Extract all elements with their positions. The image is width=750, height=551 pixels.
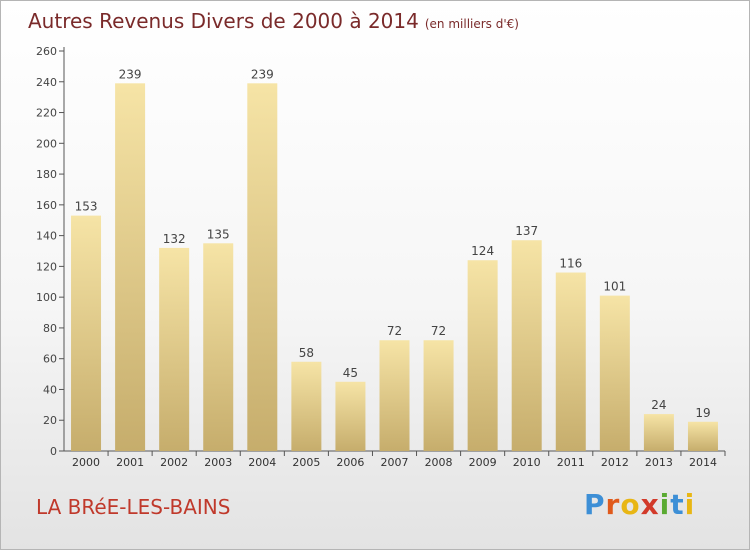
bar-2001 (115, 83, 146, 452)
x-tick-label-2005: 2005 (292, 456, 320, 469)
y-tick-label: 160 (36, 199, 57, 212)
bar-2008 (423, 340, 454, 451)
logo-letter: r (605, 488, 621, 521)
y-tick-label: 220 (36, 107, 57, 120)
data-label-2005: 58 (299, 346, 314, 360)
data-label-2010: 137 (515, 224, 538, 238)
logo-letter: i (684, 488, 696, 521)
chart-title-main: Autres Revenus Divers de 2000 à 2014 (28, 9, 419, 33)
logo-letter: i (659, 488, 671, 521)
x-tick-label-2007: 2007 (381, 456, 409, 469)
data-label-2003: 135 (207, 227, 230, 241)
data-label-2013: 24 (651, 398, 666, 412)
y-tick-label: 140 (36, 230, 57, 243)
x-tick-label-2004: 2004 (248, 456, 276, 469)
bar-2004 (247, 83, 278, 452)
bar-2011 (555, 272, 586, 451)
chart-title: Autres Revenus Divers de 2000 à 2014 (en … (28, 9, 519, 33)
logo-letter: t (670, 488, 685, 521)
x-axis: 2000 2001 2002 2003 2004 2005 2006 2007 2008 2009… (64, 450, 726, 469)
x-tick-label-2014: 2014 (689, 456, 717, 469)
y-tick-label: 240 (36, 76, 57, 89)
y-tick-label: 180 (36, 168, 57, 181)
y-tick-label: 120 (36, 260, 57, 273)
logo-letter: o (620, 488, 641, 521)
bar-2012 (599, 295, 630, 451)
x-tick-label-2002: 2002 (160, 456, 188, 469)
bar-2010 (511, 240, 542, 451)
y-tick-label: 260 (36, 45, 57, 58)
bar-2014 (687, 421, 718, 451)
x-tick-label-2013: 2013 (645, 456, 673, 469)
chart-title-unit: (en milliers d'€) (424, 17, 519, 31)
x-tick-label-2011: 2011 (557, 456, 585, 469)
data-label-2011: 116 (559, 257, 582, 271)
y-tick-label: 60 (43, 353, 57, 366)
bar-2006 (335, 381, 366, 451)
logo-letter: P (584, 488, 606, 521)
y-tick-label: 200 (36, 137, 57, 150)
location-name: LA BRéE-LES-BAINS (36, 495, 231, 519)
data-label-2012: 101 (603, 280, 626, 294)
bars (71, 83, 718, 452)
data-labels: 153 239 132 135 239 58 45 72 72 124 137 116 101 24 19 (75, 67, 711, 419)
bar-2007 (379, 340, 410, 451)
bar-2002 (159, 247, 190, 451)
bar-2013 (643, 414, 674, 451)
data-label-2000: 153 (75, 200, 98, 214)
y-tick-label: 80 (43, 322, 57, 335)
bar-2005 (291, 361, 322, 451)
logo-letter: x (640, 488, 660, 521)
data-label-2009: 124 (471, 244, 494, 258)
x-tick-label-2003: 2003 (204, 456, 232, 469)
x-tick-label-2000: 2000 (72, 456, 100, 469)
data-label-2006: 45 (343, 366, 358, 380)
x-tick-label-2010: 2010 (513, 456, 541, 469)
data-label-2007: 72 (387, 324, 402, 338)
data-label-2001: 239 (119, 67, 142, 81)
x-tick-label-2006: 2006 (336, 456, 364, 469)
y-axis: 0 20 40 60 80 100 120 140 160 180 200 220 240 260 (36, 45, 65, 458)
y-tick-label: 0 (50, 445, 57, 458)
x-tick-label-2009: 2009 (469, 456, 497, 469)
bar-2003 (203, 243, 234, 451)
y-tick-label: 100 (36, 291, 57, 304)
y-tick-label: 20 (43, 414, 57, 427)
y-tick-label: 40 (43, 383, 57, 396)
x-tick-label-2012: 2012 (601, 456, 629, 469)
x-tick-label-2001: 2001 (116, 456, 144, 469)
data-label-2008: 72 (431, 324, 446, 338)
data-label-2004: 239 (251, 67, 274, 81)
bar-2009 (467, 260, 498, 451)
x-tick-label-2008: 2008 (425, 456, 453, 469)
bar-2000 (71, 215, 102, 451)
proxiti-logo[interactable]: Proxiti (584, 488, 695, 521)
data-label-2002: 132 (163, 232, 186, 246)
data-label-2014: 19 (695, 406, 710, 420)
